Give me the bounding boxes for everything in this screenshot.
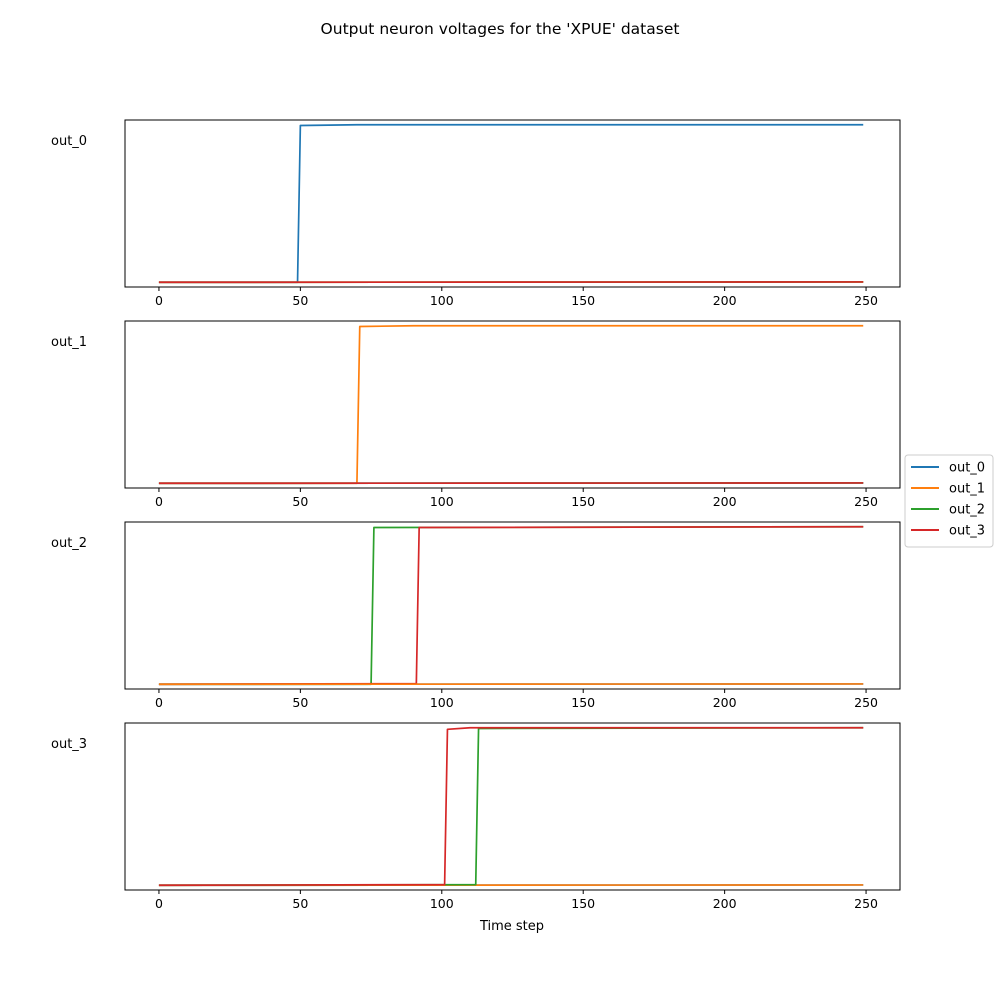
x-tick-label: 100 [430,494,454,509]
row-label: out_3 [51,737,87,752]
series-line-out_3 [158,726,864,887]
axes-frame [124,722,901,891]
x-tick-label: 150 [571,695,595,710]
x-tick-label: 0 [155,695,163,710]
axes-frame [124,119,901,288]
x-tick-label: 100 [430,293,454,308]
row-label: out_0 [51,134,87,149]
row-label: out_1 [51,335,87,350]
subplot-out_2: out_2 0 50 100 150 200 250 [51,521,901,710]
axes-frame [124,521,901,690]
x-tick-label: 50 [292,494,308,509]
legend-entry-out_1: out_1 [949,482,985,497]
x-tick-label: 200 [713,494,737,509]
x-tick-label: 100 [430,896,454,911]
x-tick-label: 0 [155,293,163,308]
subplot-out_3: out_3 0 50 100 150 200 250 [51,722,901,911]
x-tick-label: 100 [430,695,454,710]
x-tick-label: 250 [854,695,878,710]
x-tick-label: 0 [155,494,163,509]
x-tick-label: 150 [571,293,595,308]
x-tick-label: 200 [713,293,737,308]
x-tick-label: 0 [155,896,163,911]
legend-entry-out_2: out_2 [949,503,985,518]
x-tick-label: 50 [292,293,308,308]
legend-entry-out_3: out_3 [949,524,985,539]
x-tick-label: 250 [854,293,878,308]
legend: out_0 out_1 out_2 out_3 [904,454,994,548]
subplot-grid: out_0 0 50 100 150 200 250 out_1 0 50 100 150 200 250… [51,119,901,911]
subplot-out_1: out_1 0 50 100 150 200 250 [51,320,901,509]
row-label: out_2 [51,536,87,551]
x-tick-label: 250 [854,494,878,509]
x-tick-label: 50 [292,896,308,911]
x-tick-label: 200 [713,695,737,710]
x-tick-label: 150 [571,896,595,911]
x-axis-label: Time step [479,919,544,934]
legend-box [904,454,994,548]
axes-frame [124,320,901,489]
figure-title: Output neuron voltages for the 'XPUE' da… [321,20,680,38]
x-tick-label: 250 [854,896,878,911]
x-tick-label: 50 [292,695,308,710]
subplot-out_0: out_0 0 50 100 150 200 250 [51,119,901,308]
legend-entry-out_0: out_0 [949,461,985,476]
x-tick-label: 150 [571,494,595,509]
x-tick-label: 200 [713,896,737,911]
